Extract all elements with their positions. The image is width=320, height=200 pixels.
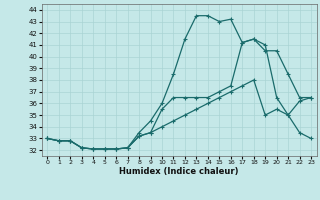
X-axis label: Humidex (Indice chaleur): Humidex (Indice chaleur) [119,167,239,176]
